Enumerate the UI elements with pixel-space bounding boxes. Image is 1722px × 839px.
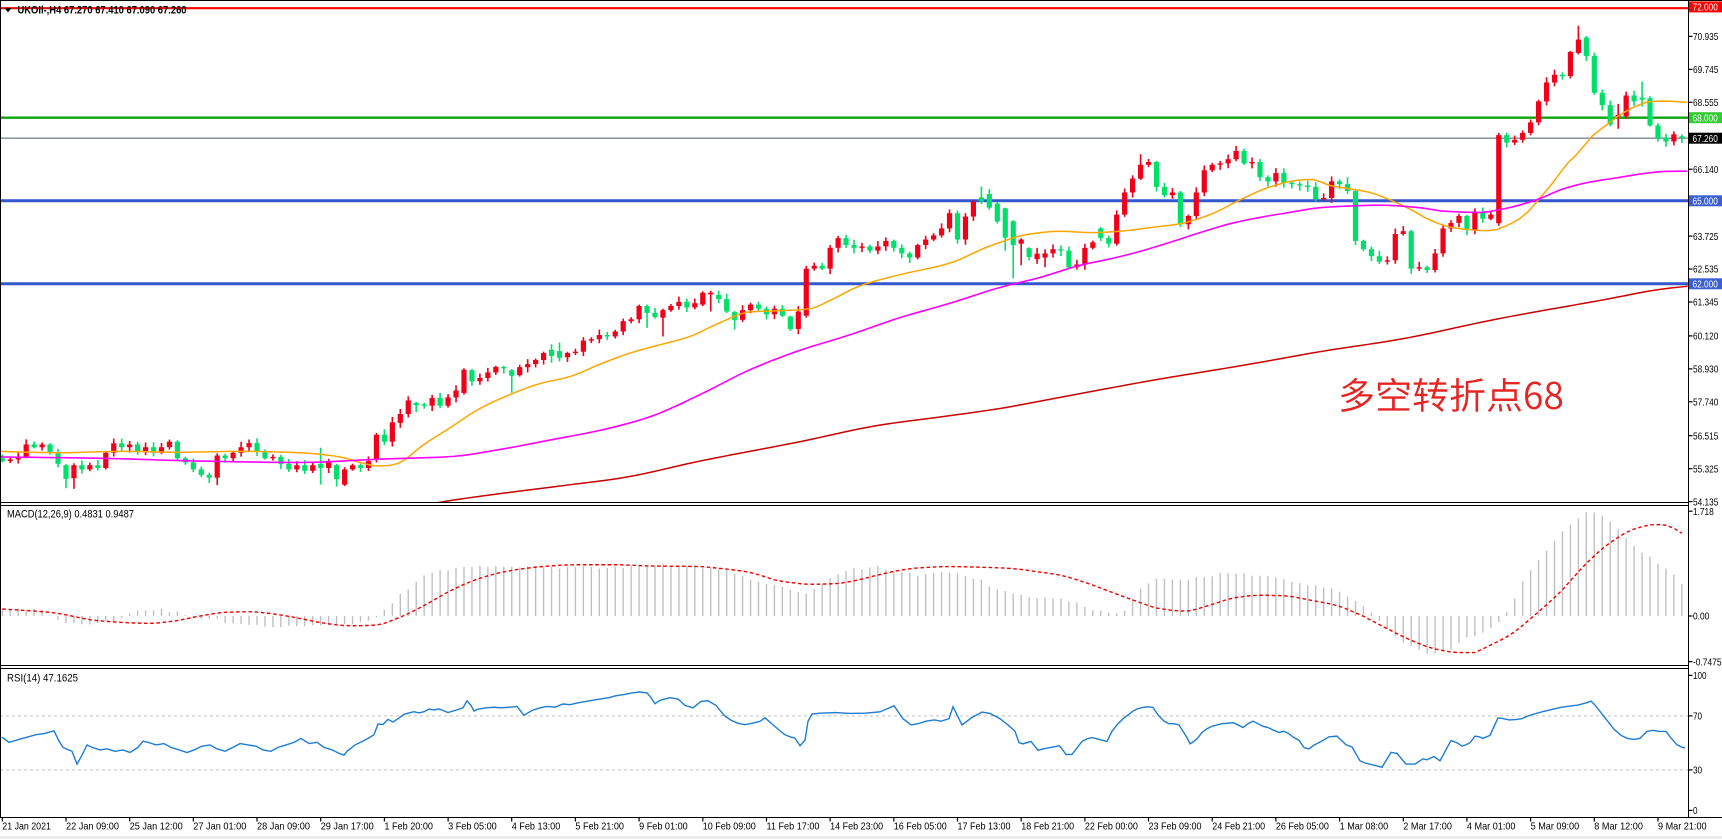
svg-text:9 Mar 21:00: 9 Mar 21:00	[1658, 821, 1707, 833]
svg-text:-0.7475: -0.7475	[1693, 656, 1722, 668]
svg-text:18 Feb 21:00: 18 Feb 21:00	[1021, 821, 1074, 833]
svg-text:1 Mar 08:00: 1 Mar 08:00	[1340, 821, 1389, 833]
svg-text:67.260: 67.260	[1693, 133, 1718, 145]
svg-text:70: 70	[1693, 711, 1702, 723]
svg-text:58.930: 58.930	[1693, 364, 1718, 376]
svg-text:66.140: 66.140	[1693, 164, 1718, 176]
svg-text:23 Feb 09:00: 23 Feb 09:00	[1149, 821, 1202, 833]
svg-text:29 Jan 17:00: 29 Jan 17:00	[321, 821, 374, 833]
svg-text:63.725: 63.725	[1693, 231, 1718, 243]
svg-text:55.325: 55.325	[1693, 463, 1718, 475]
svg-text:22 Jan 09:00: 22 Jan 09:00	[66, 821, 119, 833]
svg-text:27 Jan 01:00: 27 Jan 01:00	[193, 821, 246, 833]
svg-text:1.718: 1.718	[1693, 506, 1714, 518]
svg-text:30: 30	[1693, 765, 1702, 777]
svg-text:61.345: 61.345	[1693, 297, 1718, 309]
svg-text:68.000: 68.000	[1693, 112, 1718, 124]
svg-text:21 Jan 2021: 21 Jan 2021	[2, 821, 51, 833]
svg-text:57.740: 57.740	[1693, 397, 1718, 409]
svg-text:62.535: 62.535	[1693, 264, 1718, 276]
svg-text:0.00: 0.00	[1693, 611, 1709, 623]
svg-text:100: 100	[1693, 670, 1707, 682]
svg-text:4 Mar 01:00: 4 Mar 01:00	[1467, 821, 1516, 833]
svg-text:0: 0	[1693, 805, 1698, 817]
svg-text:UKOIl-,H4 67.270 67.410 67.09: UKOIl-,H4 67.270 67.410 67.090 67.260	[18, 5, 187, 17]
svg-text:56.515: 56.515	[1693, 430, 1718, 442]
svg-text:26 Feb 05:00: 26 Feb 05:00	[1276, 821, 1329, 833]
svg-text:3 Feb 05:00: 3 Feb 05:00	[448, 821, 497, 833]
svg-text:17 Feb 13:00: 17 Feb 13:00	[958, 821, 1011, 833]
svg-text:62.000: 62.000	[1693, 279, 1718, 291]
svg-text:MACD(12,26,9) 0.4831 0.9487: MACD(12,26,9) 0.4831 0.9487	[7, 509, 134, 521]
svg-text:65.000: 65.000	[1693, 196, 1718, 208]
svg-text:10 Feb 09:00: 10 Feb 09:00	[703, 821, 756, 833]
svg-text:72.000: 72.000	[1693, 2, 1718, 14]
svg-text:14 Feb 23:00: 14 Feb 23:00	[830, 821, 883, 833]
svg-text:54.135: 54.135	[1693, 496, 1718, 508]
svg-text:5 Mar 09:00: 5 Mar 09:00	[1531, 821, 1580, 833]
svg-text:24 Feb 21:00: 24 Feb 21:00	[1212, 821, 1265, 833]
svg-text:9 Feb 01:00: 9 Feb 01:00	[639, 821, 688, 833]
svg-text:22 Feb 00:00: 22 Feb 00:00	[1085, 821, 1138, 833]
svg-text:4 Feb 13:00: 4 Feb 13:00	[512, 821, 561, 833]
svg-text:2 Mar 17:00: 2 Mar 17:00	[1403, 821, 1452, 833]
svg-text:16 Feb 05:00: 16 Feb 05:00	[894, 821, 947, 833]
svg-text:68.555: 68.555	[1693, 97, 1718, 109]
svg-text:5 Feb 21:00: 5 Feb 21:00	[575, 821, 624, 833]
svg-text:11 Feb 17:00: 11 Feb 17:00	[767, 821, 820, 833]
svg-text:69.745: 69.745	[1693, 64, 1718, 76]
svg-text:25 Jan 12:00: 25 Jan 12:00	[130, 821, 183, 833]
svg-text:8 Mar 12:00: 8 Mar 12:00	[1594, 821, 1643, 833]
svg-text:60.120: 60.120	[1693, 331, 1718, 343]
svg-text:1 Feb 20:00: 1 Feb 20:00	[384, 821, 433, 833]
svg-text:28 Jan 09:00: 28 Jan 09:00	[257, 821, 310, 833]
svg-text:RSI(14) 47.1625: RSI(14) 47.1625	[7, 673, 78, 685]
svg-text:70.935: 70.935	[1693, 31, 1718, 43]
